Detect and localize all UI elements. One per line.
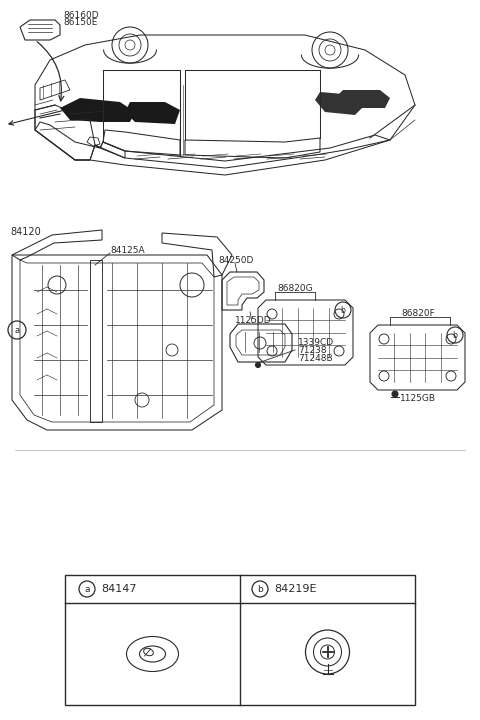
- Text: 1125DD: 1125DD: [235, 315, 272, 325]
- Text: 71248B: 71248B: [298, 354, 333, 362]
- Text: 84147: 84147: [101, 584, 136, 594]
- Circle shape: [255, 362, 261, 367]
- Polygon shape: [335, 90, 390, 108]
- Text: 86820G: 86820G: [277, 284, 313, 292]
- Polygon shape: [315, 92, 365, 115]
- Text: 1125GB: 1125GB: [400, 394, 436, 402]
- Polygon shape: [125, 102, 180, 124]
- Text: 84250D: 84250D: [218, 256, 253, 264]
- Text: a: a: [84, 585, 90, 593]
- Text: 86160D: 86160D: [63, 11, 98, 19]
- Text: b: b: [257, 585, 263, 593]
- Polygon shape: [60, 98, 135, 122]
- Text: 1339CD: 1339CD: [298, 338, 334, 346]
- Text: b: b: [341, 305, 346, 315]
- Text: a: a: [14, 325, 20, 335]
- Text: 84120: 84120: [10, 227, 41, 237]
- Text: 84125A: 84125A: [110, 246, 144, 254]
- Circle shape: [392, 391, 398, 397]
- Text: 86820F: 86820F: [401, 308, 435, 318]
- Text: 71238: 71238: [298, 346, 326, 354]
- Text: b: b: [453, 330, 457, 340]
- Text: 84219E: 84219E: [274, 584, 316, 594]
- Text: 86150E: 86150E: [63, 17, 97, 27]
